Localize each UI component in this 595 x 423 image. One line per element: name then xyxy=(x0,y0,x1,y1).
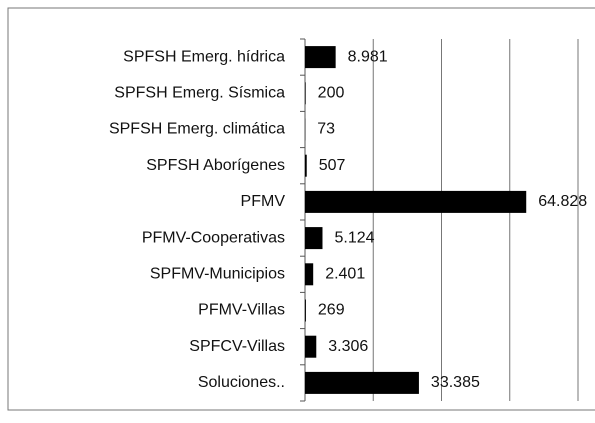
data-label: 33.385 xyxy=(431,374,480,391)
bar xyxy=(305,82,306,105)
data-label: 64.828 xyxy=(538,193,587,210)
data-label: 2.401 xyxy=(325,266,365,283)
bar xyxy=(305,263,314,286)
bar xyxy=(305,335,317,358)
data-label: 5.124 xyxy=(334,229,374,246)
data-label: 507 xyxy=(319,157,346,174)
bar xyxy=(305,46,336,69)
bar xyxy=(305,371,419,394)
y-tick-label: PFMV xyxy=(241,193,286,210)
data-label: 269 xyxy=(318,302,345,319)
bar xyxy=(305,227,323,250)
bar xyxy=(305,190,527,213)
y-tick-label: SPFSH Aborígenes xyxy=(146,157,285,174)
data-label: 8.981 xyxy=(348,48,388,65)
bar xyxy=(305,154,307,177)
y-tick-label: SPFSH Emerg. hídrica xyxy=(123,48,285,65)
y-tick-label: SPFCV-Villas xyxy=(189,338,285,355)
bar xyxy=(305,299,306,322)
y-tick-label: PFMV-Cooperativas xyxy=(142,229,285,246)
y-tick-label: Soluciones.. xyxy=(198,374,285,391)
data-label: 200 xyxy=(318,85,345,102)
y-tick-label: PFMV-Villas xyxy=(198,302,285,319)
y-tick-label: SPFMV-Municipios xyxy=(150,266,285,283)
y-tick-label: SPFSH Emerg. Sísmica xyxy=(114,85,285,102)
data-label: 73 xyxy=(317,121,335,138)
data-label: 3.306 xyxy=(328,338,368,355)
y-tick-label: SPFSH Emerg. climática xyxy=(109,121,285,138)
